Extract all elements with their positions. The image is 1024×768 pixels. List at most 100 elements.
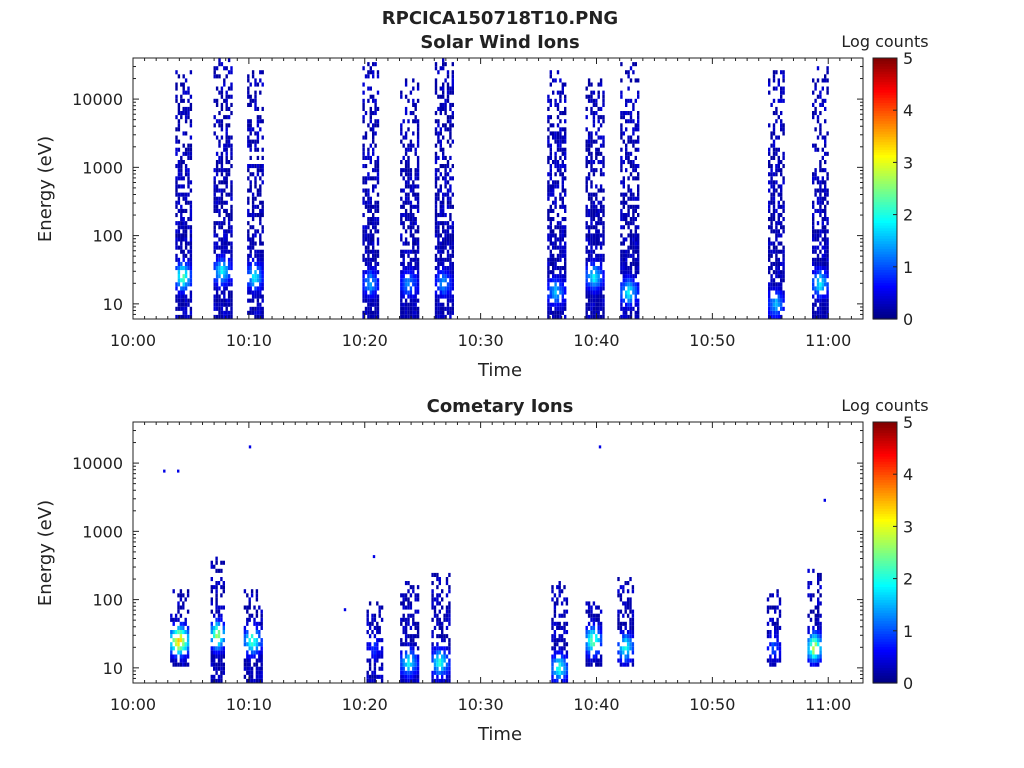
- heatmap-cell: [412, 143, 415, 148]
- heatmap-cell: [448, 674, 451, 679]
- heatmap-cell: [819, 180, 822, 185]
- colorbar-segment: [873, 667, 897, 671]
- heatmap-cell: [821, 282, 824, 287]
- heatmap-cell: [599, 638, 603, 643]
- heatmap-cell: [547, 282, 550, 287]
- heatmap-cell: [620, 282, 623, 287]
- heatmap-cell: [220, 90, 224, 95]
- heatmap-cell: [592, 278, 596, 283]
- heatmap-cell: [416, 270, 420, 275]
- heatmap-cell: [777, 286, 780, 291]
- heatmap-cell: [182, 294, 185, 299]
- heatmap-cell: [821, 314, 824, 319]
- heatmap-cell: [824, 233, 827, 238]
- heatmap-cell: [770, 164, 773, 169]
- heatmap-cell: [368, 666, 372, 671]
- heatmap-cell: [364, 74, 368, 79]
- heatmap-cell: [553, 670, 557, 675]
- heatmap-cell: [431, 605, 434, 610]
- heatmap-cell: [814, 266, 817, 271]
- heatmap-cell: [590, 196, 593, 201]
- heatmap-cell: [552, 266, 555, 271]
- heatmap-cell: [599, 106, 603, 111]
- heatmap-cell: [824, 282, 827, 287]
- heatmap-cell: [402, 155, 405, 160]
- heatmap-cell: [824, 266, 827, 271]
- heatmap-cell: [819, 654, 822, 659]
- heatmap-cell: [780, 98, 783, 103]
- heatmap-cell: [563, 597, 566, 602]
- heatmap-cell: [554, 155, 557, 160]
- heatmap-cell: [778, 654, 782, 659]
- heatmap-cell: [590, 302, 593, 307]
- heatmap-cell: [364, 270, 368, 275]
- heatmap-cell: [552, 135, 555, 140]
- y-axis-label: Energy (eV): [35, 500, 56, 606]
- heatmap-cell: [444, 192, 447, 197]
- heatmap-cell: [556, 678, 559, 683]
- heatmap-cell: [376, 160, 380, 165]
- heatmap-cell: [407, 597, 410, 602]
- heatmap-cell: [372, 204, 375, 209]
- heatmap-cell: [441, 654, 444, 659]
- heatmap-cell: [259, 253, 262, 258]
- heatmap-cell: [617, 621, 620, 626]
- heatmap-cell: [637, 111, 640, 116]
- heatmap-cell: [554, 164, 557, 169]
- heatmap-cell: [416, 200, 420, 205]
- heatmap-cell: [225, 237, 228, 242]
- heatmap-cell: [225, 278, 228, 283]
- heatmap-cell: [632, 278, 635, 283]
- heatmap-cell: [768, 249, 771, 254]
- heatmap-cell: [215, 204, 219, 209]
- heatmap-cell: [218, 90, 221, 95]
- heatmap-cell: [775, 249, 778, 254]
- heatmap-cell: [407, 294, 410, 299]
- heatmap-cell: [172, 638, 175, 643]
- heatmap-cell: [782, 70, 785, 75]
- heatmap-cell: [175, 204, 178, 209]
- heatmap-cell: [412, 131, 415, 136]
- heatmap-cell: [246, 593, 249, 598]
- heatmap-cell: [597, 257, 600, 262]
- heatmap-cell: [597, 270, 600, 275]
- heatmap-cell: [826, 266, 829, 271]
- heatmap-cell: [218, 196, 221, 201]
- heatmap-cell: [595, 638, 598, 643]
- heatmap-cell: [620, 270, 623, 275]
- heatmap-cell: [364, 180, 368, 185]
- heatmap-cell: [449, 261, 452, 266]
- heatmap-cell: [559, 302, 562, 307]
- heatmap-cell: [175, 180, 178, 185]
- heatmap-cell: [218, 274, 221, 279]
- heatmap-cell: [414, 278, 417, 283]
- heatmap-cell: [220, 86, 224, 91]
- heatmap-cell: [826, 290, 829, 295]
- heatmap-cell: [249, 298, 252, 303]
- heatmap-cell: [768, 270, 771, 275]
- heatmap-cell: [556, 278, 560, 283]
- heatmap-cell: [431, 674, 434, 679]
- heatmap-cell: [622, 601, 625, 606]
- heatmap-cell: [807, 658, 810, 663]
- heatmap-cell: [378, 650, 381, 655]
- heatmap-cell: [366, 617, 369, 622]
- heatmap-cell: [220, 568, 223, 573]
- heatmap-cell: [817, 662, 820, 667]
- heatmap-cell: [215, 151, 219, 156]
- heatmap-cell: [561, 302, 564, 307]
- heatmap-cell: [400, 314, 403, 319]
- heatmap-cell: [622, 589, 625, 594]
- heatmap-cell: [622, 646, 625, 651]
- heatmap-cell: [592, 630, 596, 635]
- heatmap-cell: [362, 278, 365, 283]
- heatmap-cell: [187, 176, 190, 181]
- heatmap-cell: [449, 135, 452, 140]
- heatmap-cell: [777, 200, 780, 205]
- heatmap-cell: [559, 314, 562, 319]
- heatmap-cell: [402, 221, 405, 226]
- heatmap-cell: [556, 650, 559, 655]
- heatmap-cell: [622, 225, 625, 230]
- heatmap-cell: [184, 147, 188, 152]
- heatmap-cell: [404, 180, 408, 185]
